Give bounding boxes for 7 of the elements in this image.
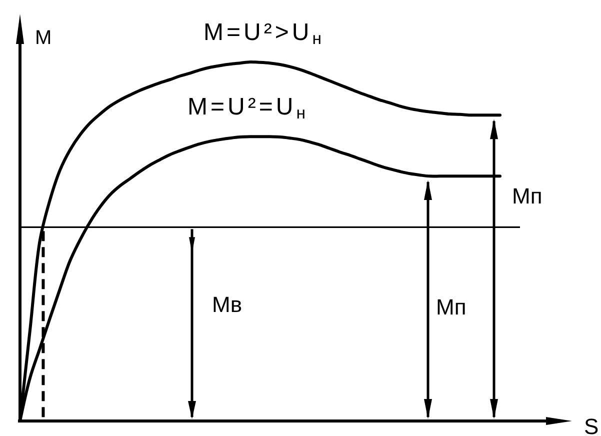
series-label: M=U²>U$_{н}$ [204,19,324,48]
x-axis-title: S [584,414,599,436]
annotation: Mп [436,294,466,320]
annotation: Mп [512,184,542,209]
series-label: M=U²=U$_{н}$ [188,94,308,123]
y-axis-title: M [35,27,52,49]
ref-line-label: Mв [212,292,242,317]
